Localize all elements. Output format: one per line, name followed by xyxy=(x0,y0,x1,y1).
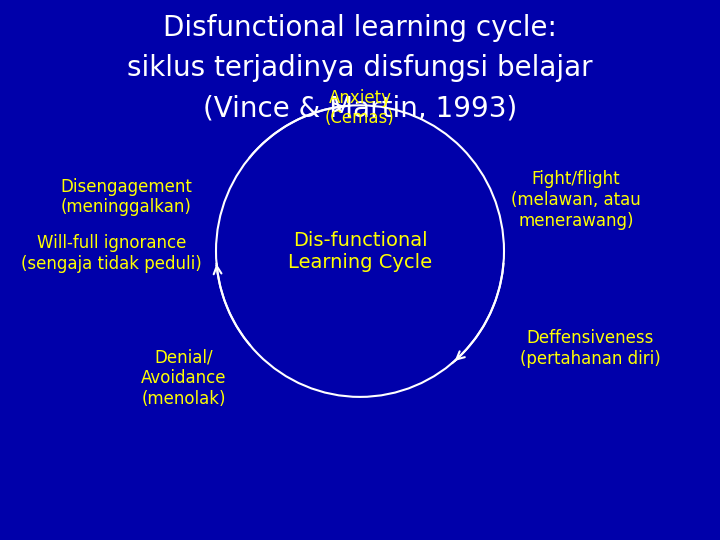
Text: siklus terjadinya disfungsi belajar: siklus terjadinya disfungsi belajar xyxy=(127,54,593,82)
Text: Will-full ignorance
(sengaja tidak peduli): Will-full ignorance (sengaja tidak pedul… xyxy=(21,234,202,273)
Text: Fight/flight
(melawan, atau
menerawang): Fight/flight (melawan, atau menerawang) xyxy=(511,170,641,230)
Text: Disfunctional learning cycle:: Disfunctional learning cycle: xyxy=(163,14,557,42)
Text: Deffensiveness
(pertahanan diri): Deffensiveness (pertahanan diri) xyxy=(520,329,661,368)
Text: (Vince & Martin, 1993): (Vince & Martin, 1993) xyxy=(203,94,517,123)
Text: Disengagement
(meninggalkan): Disengagement (meninggalkan) xyxy=(60,178,192,217)
Text: Denial/
Avoidance
(menolak): Denial/ Avoidance (menolak) xyxy=(141,348,226,408)
Text: Anxiety
(Cemas): Anxiety (Cemas) xyxy=(325,89,395,127)
Text: Dis-functional
Learning Cycle: Dis-functional Learning Cycle xyxy=(288,231,432,272)
